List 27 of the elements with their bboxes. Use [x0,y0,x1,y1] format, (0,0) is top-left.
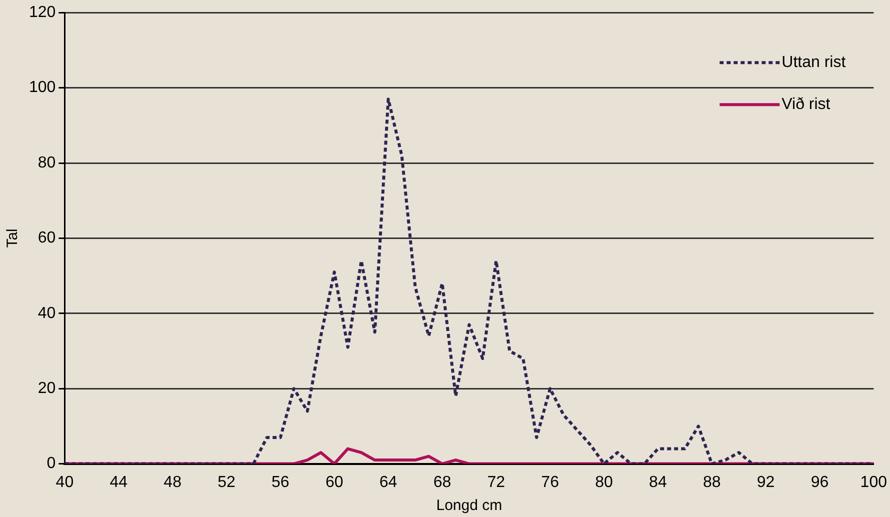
x-tick-label: 84 [649,474,667,491]
x-tick-label: 64 [379,474,398,491]
x-tick-label: 68 [433,474,452,491]
x-tick-label: 56 [272,474,290,491]
y-tick-label: 100 [28,79,56,96]
legend-label: Uttan rist [782,54,846,72]
y-tick-label: 40 [38,304,56,322]
y-axis-title: Tal [4,228,22,248]
x-tick-label: 88 [702,474,721,491]
x-tick-label: 52 [218,474,236,491]
y-tick-label: 0 [46,455,56,472]
x-tick-label: 76 [541,474,560,491]
x-tick-label: 96 [810,474,829,491]
y-tick-label: 80 [38,154,56,172]
y-tick-label: 120 [28,4,56,22]
y-tick-label: 20 [38,380,56,398]
legend-label: Við rist [782,96,831,114]
y-tick-label: 60 [38,230,56,247]
x-tick-label: 72 [487,474,506,491]
x-tick-label: 48 [164,474,182,491]
x-axis-title: Longd cm [436,497,502,514]
x-tick-label: 60 [325,474,344,491]
x-tick-label: 92 [756,474,775,491]
x-tick-label: 80 [595,474,613,491]
x-tick-label: 44 [110,474,128,491]
x-tick-label: 40 [56,474,74,491]
x-tick-label: 100 [860,474,888,491]
